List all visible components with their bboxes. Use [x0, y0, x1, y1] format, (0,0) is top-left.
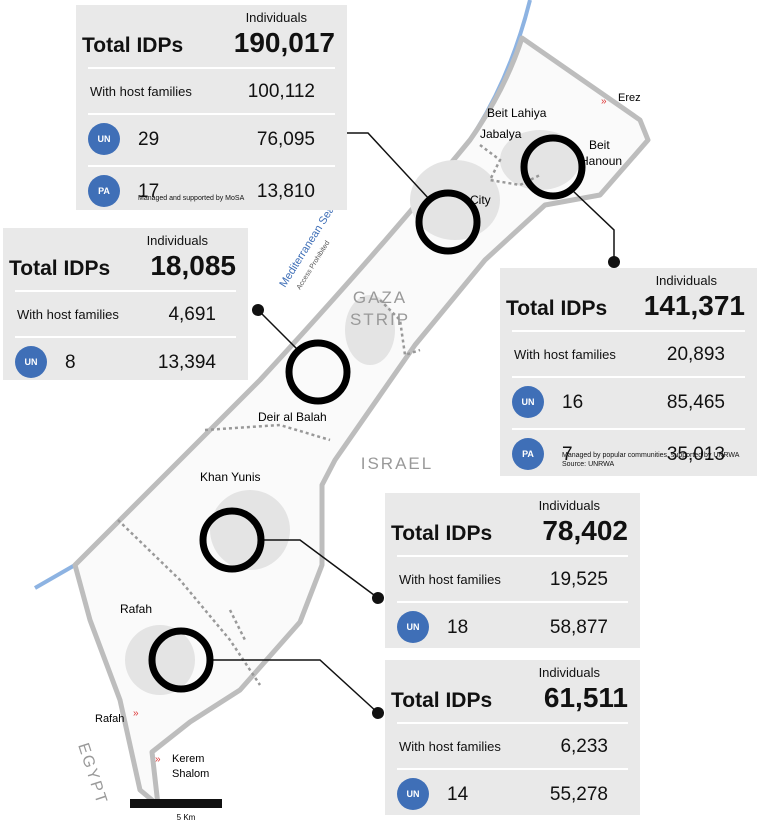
- crossing-marker: »: [601, 96, 607, 107]
- site-count: 17: [138, 181, 160, 202]
- idp-panel: Individuals Total IDPs 78,402 With host fam…: [385, 493, 640, 648]
- individuals-header: Individuals: [538, 498, 600, 513]
- host-value: 19,525: [549, 569, 608, 590]
- place-label: Beit: [589, 138, 610, 152]
- divider: [88, 165, 335, 167]
- divider: [15, 336, 236, 338]
- host-label: With host families: [399, 739, 501, 754]
- site-individuals: 76,095: [256, 129, 315, 150]
- host-label: With host families: [17, 307, 119, 322]
- divider: [512, 330, 745, 332]
- site-individuals: 85,465: [666, 392, 725, 413]
- site-count: 8: [65, 352, 76, 373]
- place-label: Shalom: [172, 768, 209, 780]
- host-label: With host families: [399, 572, 501, 587]
- place-label: Erez: [618, 92, 641, 104]
- connectors: [212, 132, 615, 714]
- connector-dots: [252, 127, 620, 719]
- total-label: Total IDPs: [9, 257, 111, 280]
- individuals-header: Individuals: [146, 233, 208, 248]
- site-individuals: 13,810: [256, 181, 315, 202]
- place-label: Rafah: [120, 602, 152, 616]
- country-label: EGYPT: [74, 741, 110, 807]
- host-value: 6,233: [560, 736, 608, 757]
- agency-icon: PA: [88, 175, 120, 207]
- site-count: 7: [562, 444, 573, 465]
- divider: [15, 290, 236, 292]
- divider: [397, 601, 628, 603]
- total-label: Total IDPs: [391, 522, 493, 545]
- idp-circles: [148, 134, 586, 693]
- agency-icon: UN: [512, 386, 544, 418]
- site-count: 16: [562, 392, 584, 413]
- site-count: 18: [447, 617, 469, 638]
- host-label: With host families: [90, 84, 192, 99]
- host-value: 20,893: [666, 344, 725, 365]
- agency-icon: UN: [88, 123, 120, 155]
- place-label: Kerem: [172, 753, 204, 765]
- idp-panel: Individuals Total IDPs 18,085 With host fam…: [3, 228, 248, 380]
- country-label: ISRAEL: [361, 454, 433, 473]
- agency-icon: UN: [397, 611, 429, 643]
- scale-label: 5 Km: [177, 813, 196, 822]
- total-value: 78,402: [542, 515, 628, 546]
- site-individuals: 13,394: [157, 352, 216, 373]
- scale-bar: [130, 799, 222, 808]
- place-label: Hanoun: [580, 154, 622, 168]
- site-individuals: 58,877: [549, 617, 608, 638]
- agency-icon: PA: [512, 438, 544, 470]
- crossing-marker: »: [133, 708, 139, 719]
- note: Source: UNRWA: [562, 461, 615, 468]
- note: Managed and supported by MoSA: [138, 195, 245, 202]
- divider: [512, 376, 745, 378]
- divider: [512, 428, 745, 430]
- place-label: Rafah: [95, 713, 124, 725]
- total-value: 18,085: [150, 250, 236, 281]
- individuals-header: Individuals: [538, 665, 600, 680]
- divider: [88, 113, 335, 115]
- crossing-marker: »: [155, 754, 161, 765]
- idp-panel: Individuals Total IDPs 61,511 With host fam…: [385, 660, 640, 815]
- host-value: 100,112: [247, 81, 315, 102]
- site-individuals: 55,278: [549, 784, 608, 805]
- idp-panel: Individuals Total IDPs 190,017 With host fa…: [76, 5, 347, 210]
- agency-icon: UN: [397, 778, 429, 810]
- site-count: 14: [447, 784, 469, 805]
- host-label: With host families: [514, 347, 616, 362]
- total-value: 61,511: [543, 682, 628, 713]
- place-label: Deir al Balah: [258, 410, 327, 424]
- region-label: GAZA: [353, 288, 407, 307]
- note: Managed by popular communities, supporte…: [562, 452, 740, 459]
- place-label: Jabalya: [480, 127, 522, 141]
- individuals-header: Individuals: [245, 10, 307, 25]
- host-value: 4,691: [168, 304, 216, 325]
- total-label: Total IDPs: [391, 689, 493, 712]
- site-individuals: 35,013: [666, 444, 725, 465]
- total-value: 141,371: [643, 290, 745, 321]
- total-value: 190,017: [233, 27, 335, 58]
- idp-panel: Individuals Total IDPs 141,371 With host fa…: [500, 268, 757, 476]
- total-label: Total IDPs: [82, 34, 184, 57]
- divider: [88, 67, 335, 69]
- divider: [397, 768, 628, 770]
- divider: [397, 555, 628, 557]
- place-label: Khan Yunis: [200, 470, 261, 484]
- place-label: Beit Lahiya: [487, 106, 547, 120]
- place-label: City: [470, 193, 491, 207]
- agency-icon: UN: [15, 346, 47, 378]
- region-label: STRIP: [350, 310, 410, 329]
- total-label: Total IDPs: [506, 297, 608, 320]
- site-count: 29: [138, 129, 160, 150]
- divider: [397, 722, 628, 724]
- individuals-header: Individuals: [655, 273, 717, 288]
